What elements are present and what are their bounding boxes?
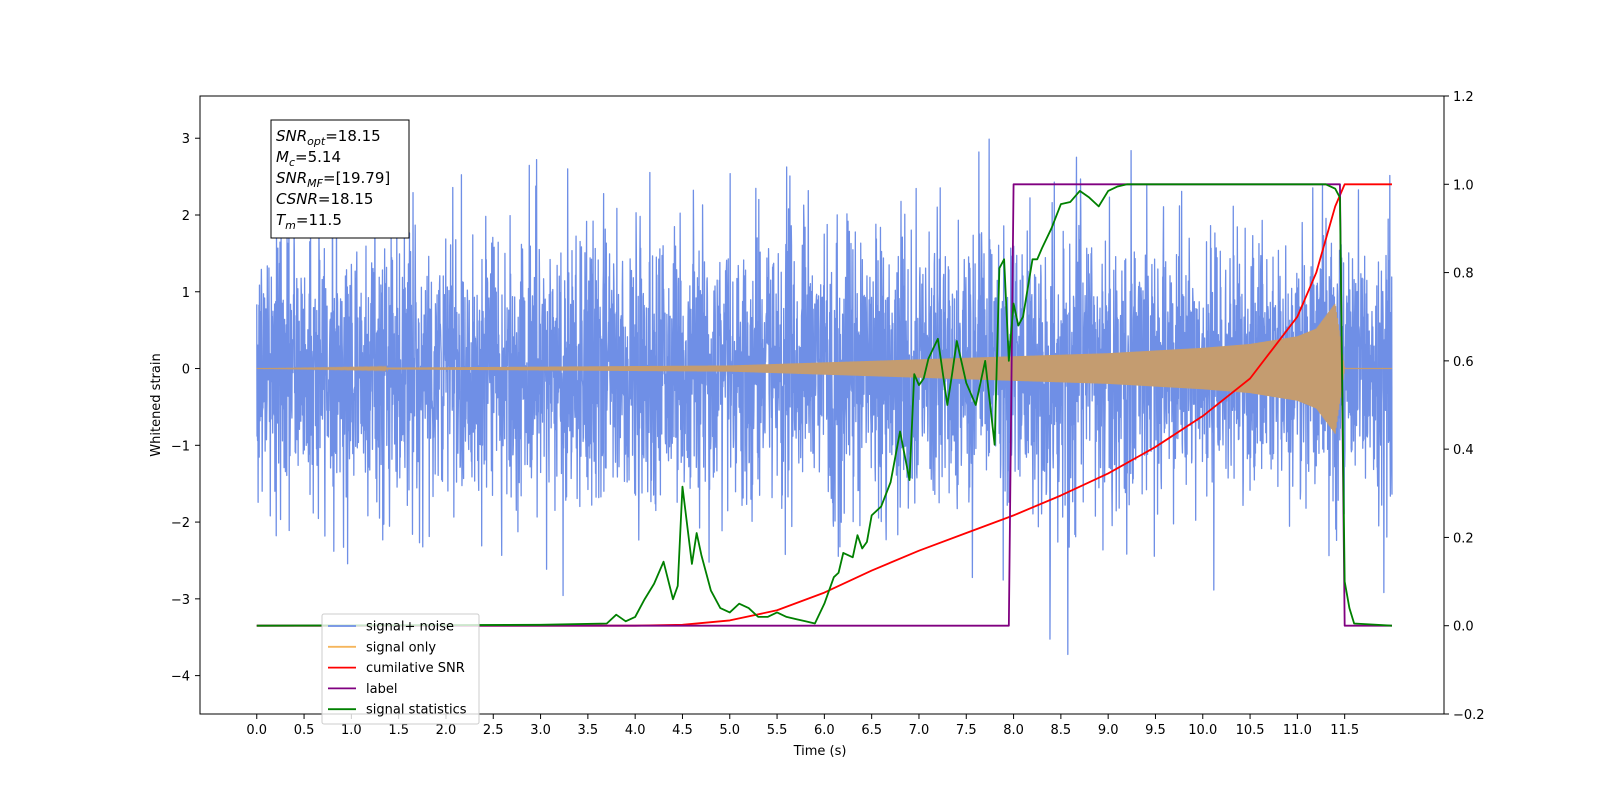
x-tick-label: 10.0 <box>1188 723 1217 738</box>
y-right-tick-label: 1.2 <box>1453 90 1474 105</box>
y-tick-label: 1 <box>182 286 190 301</box>
x-tick-label: 6.5 <box>861 723 882 738</box>
info-box-frame <box>270 119 410 239</box>
legend-label: signal only <box>366 640 436 655</box>
x-tick-label: 8.0 <box>1003 723 1024 738</box>
x-tick-label: 1.0 <box>341 723 362 738</box>
x-tick-label: 11.0 <box>1283 723 1312 738</box>
legend-label: label <box>366 682 397 697</box>
x-tick-label: 0.5 <box>294 723 315 738</box>
x-tick-label: 2.0 <box>436 723 457 738</box>
y-axis-label: Whitened strain <box>149 353 164 456</box>
y-tick-label: −1 <box>171 439 190 454</box>
x-tick-label: 9.0 <box>1098 723 1119 738</box>
y-tick-label: −2 <box>171 516 190 531</box>
x-axis: 0.0 0.5 1.0 1.5 2.0 2.5 3.0 3.5 4.0 4.5 5.0 5.5 6.0 6… <box>246 714 1359 738</box>
info-box-line: SNRopt=18.15 <box>276 127 381 148</box>
series-signal-statistics <box>256 183 1393 627</box>
y-tick-label: 3 <box>182 132 190 147</box>
y-right-tick-label: −0.2 <box>1453 708 1485 723</box>
x-tick-label: 7.5 <box>956 723 977 738</box>
y-right-tick-label: 0.4 <box>1453 443 1474 458</box>
x-tick-label: 5.0 <box>719 723 740 738</box>
y-axis-right: 1.2 1.0 0.8 0.6 0.4 0.2 0.0 −0.2 <box>1444 90 1485 723</box>
y-tick-label: −4 <box>171 670 190 685</box>
series-cumulative-snr <box>256 183 1392 627</box>
legend-label: signal+ noise <box>366 620 454 635</box>
x-tick-label: 8.5 <box>1051 723 1072 738</box>
info-box-line: Mc=5.14 <box>276 148 341 169</box>
y-right-tick-label: 0.8 <box>1453 267 1474 282</box>
legend-label: cumilative SNR <box>366 661 465 676</box>
y-right-tick-label: 1.0 <box>1453 178 1474 193</box>
x-tick-label: 9.5 <box>1145 723 1166 738</box>
y-right-tick-label: 0.6 <box>1453 355 1474 370</box>
x-tick-label: 6.0 <box>814 723 835 738</box>
y-tick-label: 2 <box>182 209 190 224</box>
y-axis-left: 3 2 1 0 −1 −2 −3 −4 <box>171 132 200 685</box>
x-tick-label: 3.0 <box>530 723 551 738</box>
x-tick-label: 5.5 <box>767 723 788 738</box>
plot-area <box>256 138 1393 656</box>
y-right-tick-label: 0.2 <box>1453 531 1474 546</box>
info-box: SNRopt=18.15Mc=5.14SNRMF=[19.79]CSNR=18.… <box>270 119 410 239</box>
x-axis-label: Time (s) <box>793 744 847 759</box>
x-tick-label: 4.5 <box>672 723 693 738</box>
series-signal-only <box>256 303 1392 434</box>
x-tick-label: 10.5 <box>1236 723 1265 738</box>
x-tick-label: 3.5 <box>578 723 599 738</box>
legend-frame <box>321 613 480 725</box>
x-tick-label: 4.0 <box>625 723 646 738</box>
x-tick-label: 1.5 <box>388 723 409 738</box>
info-box-line: CSNR=18.15 <box>276 190 373 208</box>
x-tick-label: 0.0 <box>246 723 267 738</box>
series-signal-noise <box>256 138 1393 656</box>
legend: signal+ noise signal only cumilative SNR la… <box>321 613 480 725</box>
info-box-line: Tm=11.5 <box>276 211 342 232</box>
info-box-line: SNRMF=[19.79] <box>276 169 390 190</box>
axes-frame <box>199 95 1445 715</box>
x-tick-label: 2.5 <box>483 723 504 738</box>
legend-label: signal statistics <box>366 703 467 718</box>
x-tick-label: 11.5 <box>1330 723 1359 738</box>
y-right-tick-label: 0.0 <box>1453 620 1474 635</box>
x-tick-label: 7.0 <box>909 723 930 738</box>
y-tick-label: 0 <box>182 363 190 378</box>
y-tick-label: −3 <box>171 593 190 608</box>
